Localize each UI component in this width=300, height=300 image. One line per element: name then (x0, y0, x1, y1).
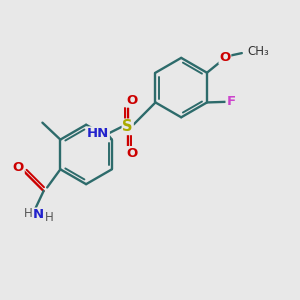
Text: H: H (24, 207, 32, 220)
Text: N: N (33, 208, 44, 221)
Text: F: F (226, 95, 236, 108)
Text: O: O (13, 161, 24, 174)
Text: HN: HN (87, 127, 109, 140)
Text: H: H (45, 211, 53, 224)
Text: O: O (127, 147, 138, 160)
Text: S: S (122, 119, 133, 134)
Text: O: O (219, 51, 230, 64)
Text: CH₃: CH₃ (247, 45, 269, 58)
Text: O: O (127, 94, 138, 107)
